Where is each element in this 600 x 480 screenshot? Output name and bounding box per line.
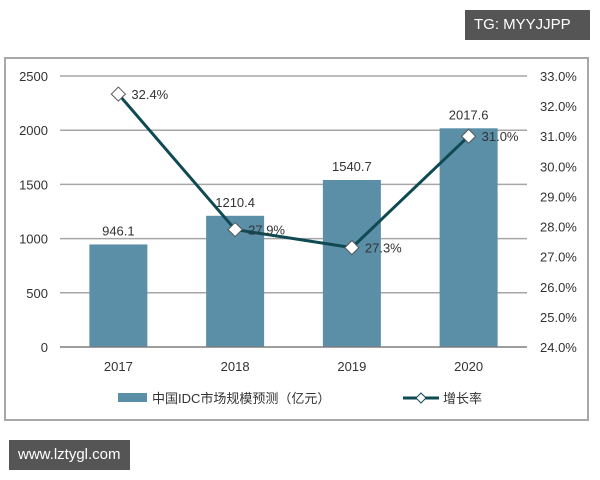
x-tick-label: 2020 (454, 359, 483, 374)
line-diamond-icon (403, 391, 439, 404)
line-value-label: 27.9% (248, 223, 285, 238)
right-tick-label: 32.0% (540, 99, 577, 114)
left-tick-label: 500 (26, 286, 48, 301)
x-axis-ticks: 2017 2018 2019 2020 (104, 359, 483, 374)
right-tick-label: 29.0% (540, 189, 577, 204)
diamond-marker-icon (110, 86, 127, 102)
legend-item-line: 增长率 (403, 388, 482, 407)
legend-bar-label: 中国IDC市场规模预测（亿元） (152, 391, 331, 406)
right-tick-label: 33.0% (540, 69, 577, 84)
bar-2018 (206, 215, 265, 347)
left-tick-label: 2000 (19, 123, 48, 138)
right-tick-label: 30.0% (540, 159, 577, 174)
left-tick-label: 1000 (19, 232, 48, 247)
bar-series (89, 128, 498, 347)
legend-item-bar: 中国IDC市场规模预测（亿元） (118, 388, 330, 407)
line-value-label: 31.0% (482, 129, 519, 144)
chart-legend: 中国IDC市场规模预测（亿元） 增长率 (0, 386, 600, 410)
left-tick-label: 1500 (19, 177, 48, 192)
right-tick-label: 27.0% (540, 250, 577, 265)
right-tick-label: 31.0% (540, 129, 577, 144)
bar-data-labels: 946.1 1210.4 1540.7 2017.6 (102, 107, 488, 238)
left-tick-label: 0 (41, 340, 48, 355)
right-tick-label: 26.0% (540, 280, 577, 295)
right-tick-label: 28.0% (540, 220, 577, 235)
right-tick-label: 24.0% (540, 340, 577, 355)
diamond-marker-icon (344, 239, 360, 256)
bar-value-label: 1540.7 (332, 159, 372, 174)
bar-value-label: 2017.6 (449, 107, 489, 122)
bar-2017 (89, 244, 148, 347)
bar-value-label: 1210.4 (215, 195, 255, 210)
growth-line-path (117, 93, 470, 250)
watermark-site: www.lztygl.com (9, 440, 130, 470)
diamond-marker-icon (227, 221, 243, 238)
right-tick-label: 25.0% (540, 310, 577, 325)
left-axis-ticks: 0 500 1000 1500 2000 2500 (19, 69, 48, 355)
left-tick-label: 2500 (19, 69, 48, 84)
growth-rate-line (110, 86, 477, 256)
bar-value-label: 946.1 (102, 223, 135, 238)
line-value-label: 32.4% (131, 87, 168, 102)
legend-line-label: 增长率 (443, 391, 483, 406)
bar-2020 (439, 128, 498, 347)
watermark-tg: TG: MYYJJPP (465, 10, 590, 40)
line-data-labels: 32.4% 27.9% 27.3% 31.0% (131, 87, 519, 256)
bar-swatch-icon (118, 393, 147, 402)
right-axis-ticks: 24.0% 25.0% 26.0% 27.0% 28.0% 29.0% 30.0% 31.0%… (540, 69, 577, 355)
line-value-label: 27.3% (365, 241, 402, 256)
x-tick-label: 2019 (337, 359, 366, 374)
x-tick-label: 2017 (104, 359, 133, 374)
diamond-marker-icon (460, 128, 477, 144)
x-tick-label: 2018 (221, 359, 250, 374)
bar-2019 (322, 179, 381, 347)
